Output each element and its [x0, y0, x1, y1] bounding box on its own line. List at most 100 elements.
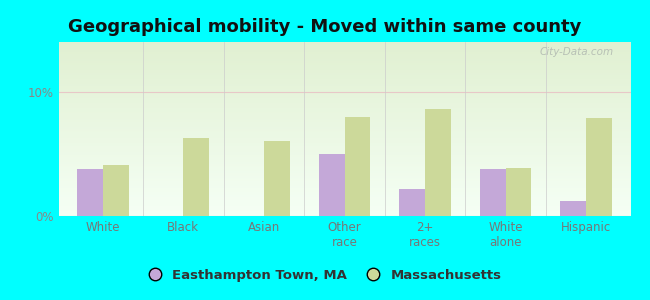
- Bar: [58, 138, 630, 140]
- Bar: [58, 194, 630, 195]
- Bar: [58, 52, 630, 54]
- Bar: [560, 201, 586, 216]
- Bar: [58, 91, 630, 92]
- Bar: [58, 112, 630, 113]
- Bar: [58, 106, 630, 108]
- Bar: [480, 169, 506, 216]
- Bar: [58, 101, 630, 103]
- Bar: [58, 167, 630, 169]
- Bar: [399, 189, 425, 216]
- Bar: [58, 207, 630, 209]
- Bar: [58, 152, 630, 153]
- Bar: [58, 85, 630, 87]
- Bar: [58, 99, 630, 101]
- Bar: [58, 131, 630, 133]
- Bar: [58, 120, 630, 122]
- Bar: [58, 117, 630, 118]
- Bar: [58, 179, 630, 181]
- Bar: [58, 166, 630, 167]
- Bar: [58, 96, 630, 98]
- Bar: [58, 204, 630, 206]
- Bar: [58, 133, 630, 134]
- Bar: [425, 109, 451, 216]
- Legend: Easthampton Town, MA, Massachusetts: Easthampton Town, MA, Massachusetts: [143, 263, 507, 287]
- Bar: [58, 110, 630, 112]
- Bar: [58, 98, 630, 99]
- Bar: [344, 117, 370, 216]
- Bar: [58, 124, 630, 125]
- Bar: [58, 72, 630, 73]
- Bar: [58, 206, 630, 207]
- Bar: [58, 105, 630, 106]
- Bar: [58, 92, 630, 94]
- Bar: [58, 42, 630, 44]
- Bar: [58, 199, 630, 200]
- Bar: [58, 75, 630, 77]
- Bar: [318, 154, 344, 216]
- Bar: [58, 58, 630, 59]
- Bar: [58, 70, 630, 72]
- Bar: [58, 181, 630, 183]
- Bar: [58, 46, 630, 47]
- Bar: [58, 185, 630, 186]
- Bar: [58, 157, 630, 159]
- Bar: [264, 141, 290, 216]
- Bar: [58, 79, 630, 80]
- Bar: [506, 167, 532, 216]
- Bar: [58, 47, 630, 49]
- Bar: [58, 159, 630, 160]
- Bar: [58, 162, 630, 164]
- Bar: [58, 118, 630, 120]
- Bar: [183, 138, 209, 216]
- Bar: [58, 195, 630, 197]
- Bar: [58, 54, 630, 56]
- Bar: [58, 134, 630, 136]
- Bar: [58, 80, 630, 82]
- Bar: [77, 169, 103, 216]
- Bar: [58, 202, 630, 204]
- Bar: [58, 125, 630, 127]
- Bar: [58, 214, 630, 216]
- Bar: [58, 113, 630, 115]
- Bar: [58, 64, 630, 66]
- Bar: [58, 49, 630, 51]
- Bar: [58, 61, 630, 63]
- Bar: [58, 56, 630, 58]
- Bar: [58, 183, 630, 185]
- Bar: [58, 145, 630, 146]
- Bar: [58, 51, 630, 52]
- Bar: [58, 164, 630, 166]
- Bar: [58, 94, 630, 96]
- Bar: [58, 171, 630, 172]
- Bar: [58, 176, 630, 178]
- Bar: [58, 140, 630, 141]
- Bar: [58, 188, 630, 190]
- Text: Geographical mobility - Moved within same county: Geographical mobility - Moved within sam…: [68, 18, 582, 36]
- Bar: [58, 169, 630, 171]
- Bar: [58, 197, 630, 199]
- Bar: [58, 44, 630, 46]
- Bar: [58, 178, 630, 179]
- Bar: [58, 148, 630, 150]
- Bar: [58, 59, 630, 61]
- Bar: [58, 212, 630, 214]
- Bar: [58, 63, 630, 64]
- Bar: [58, 108, 630, 110]
- Bar: [58, 146, 630, 148]
- Bar: [58, 153, 630, 155]
- Bar: [58, 103, 630, 105]
- Bar: [58, 127, 630, 129]
- Bar: [58, 141, 630, 143]
- Bar: [58, 122, 630, 124]
- Bar: [58, 172, 630, 174]
- Bar: [58, 143, 630, 145]
- Bar: [58, 129, 630, 131]
- Bar: [58, 136, 630, 138]
- Bar: [58, 160, 630, 162]
- Bar: [58, 190, 630, 192]
- Bar: [58, 68, 630, 70]
- Bar: [58, 174, 630, 176]
- Bar: [58, 84, 630, 85]
- Bar: [58, 155, 630, 157]
- Bar: [103, 165, 129, 216]
